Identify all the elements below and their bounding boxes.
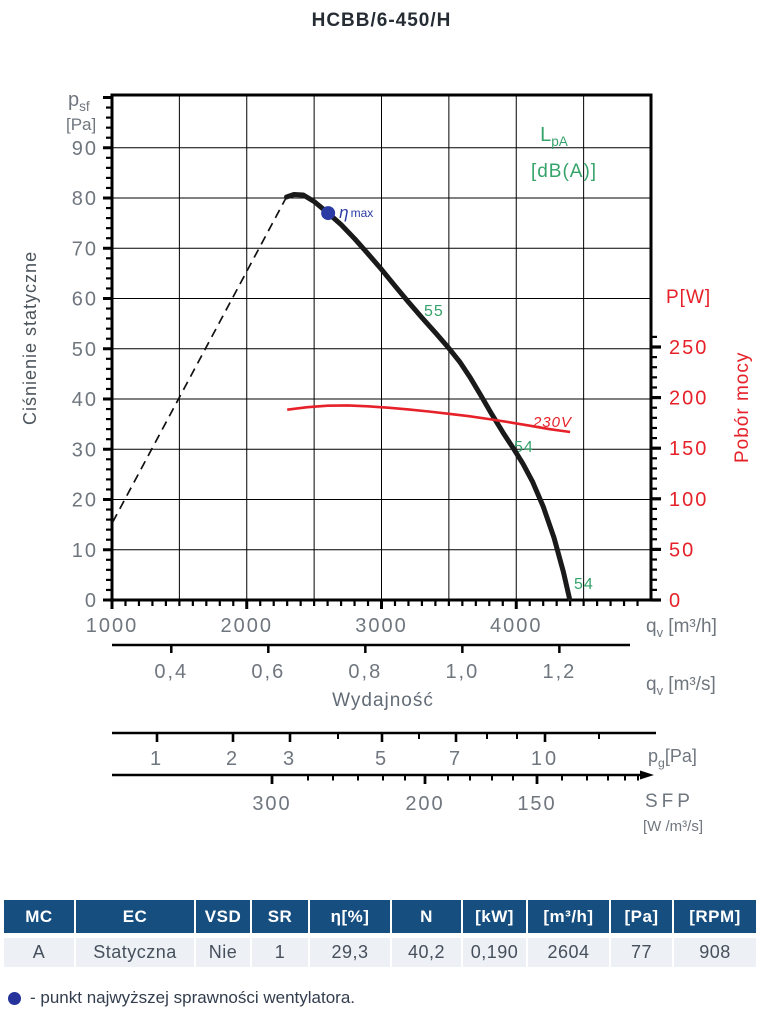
power-curve-label: 230V xyxy=(532,414,573,431)
sfp-arrow-icon xyxy=(640,770,654,780)
y-tick-label: 10 xyxy=(72,540,98,562)
table-cell-0: A xyxy=(4,938,74,967)
flow-ms-unit: qv [m³/s] xyxy=(646,674,716,698)
y-tick-label: 40 xyxy=(72,389,98,411)
y2-tick-label: 50 xyxy=(669,539,695,561)
y-tick-label: 80 xyxy=(72,188,98,210)
bep-footnote: - punkt najwyższej sprawności wentylator… xyxy=(8,988,355,1008)
table-header-2: VSD xyxy=(196,900,250,933)
sfp-tick-label: 200 xyxy=(405,793,444,815)
table-cell-8: 77 xyxy=(611,938,672,967)
flow-axis-title: Wydajność xyxy=(332,690,434,711)
y2-tick-label: 250 xyxy=(669,337,708,359)
table-cell-9: 908 xyxy=(674,938,756,967)
table-cell-2: Nie xyxy=(196,938,250,967)
x-tick-label: 4000 xyxy=(490,615,543,637)
fan-data-table: MC EC VSD SR η[%] N [kW] [m³/h] [Pa] [RPM] A Statyc… xyxy=(4,900,756,967)
y-tick-label: 60 xyxy=(72,289,98,311)
y-axis-symbol: psf xyxy=(68,89,90,114)
table-cell-5: 40,2 xyxy=(392,938,461,967)
flow-ms-tick-label: 1,0 xyxy=(445,661,479,683)
power-curve xyxy=(287,404,571,434)
table-header-1: EC xyxy=(76,900,194,933)
bep-label: η max xyxy=(339,203,373,222)
noise-level-label: 54 xyxy=(574,576,594,593)
y2-tick-label: 0 xyxy=(669,590,682,612)
flow-ms-tick-label: 0,4 xyxy=(154,661,188,683)
pressure-curve-dashed xyxy=(111,196,288,523)
table-header-9: [RPM] xyxy=(674,900,756,933)
noise-unit: [dB(A)] xyxy=(531,161,597,182)
y2-axis-label: P[W] xyxy=(666,287,711,308)
pg-tick-label: 10 xyxy=(531,748,559,770)
table-header-0: MC xyxy=(4,900,74,933)
table-header-4: η[%] xyxy=(310,900,390,933)
pg-tick-label: 2 xyxy=(226,748,240,770)
plot-border xyxy=(110,93,653,602)
page-title: HCBB/6-450/H xyxy=(311,10,452,31)
table-header-8: [Pa] xyxy=(611,900,672,933)
x-axis-unit: qv [m³/h] xyxy=(646,616,717,640)
table-header-7: [m³/h] xyxy=(528,900,609,933)
y2-tick-label: 200 xyxy=(669,388,708,410)
table-header-3: SR xyxy=(252,900,308,933)
y-tick-label: 90 xyxy=(72,138,98,160)
y-tick-label: 30 xyxy=(72,439,98,461)
flow-ms-tick-label: 0,6 xyxy=(251,661,285,683)
sfp-label: SFP xyxy=(645,791,694,812)
pg-tick-label: 1 xyxy=(150,748,164,770)
pg-tick-label: 3 xyxy=(283,748,297,770)
table-header-5: N xyxy=(392,900,461,933)
bep-footnote-text: - punkt najwyższej sprawności wentylator… xyxy=(30,988,356,1007)
table-cell-3: 1 xyxy=(252,938,308,967)
pg-tick-label: 5 xyxy=(375,748,389,770)
noise-level-label: 54 xyxy=(514,439,534,456)
x-tick-label: 2000 xyxy=(221,615,274,637)
table-cell-6: 0,190 xyxy=(463,938,526,967)
y-axis-title: Ciśnienie statyczne xyxy=(20,251,40,425)
table-cell-1: Statyczna xyxy=(76,938,194,967)
noise-level-label: 55 xyxy=(424,303,444,320)
y-tick-label: 70 xyxy=(72,238,98,260)
pressure-curve xyxy=(284,192,572,601)
y-axis-unit: [Pa] xyxy=(66,115,96,134)
y-tick-label: 0 xyxy=(85,590,98,612)
x-tick-label: 1000 xyxy=(86,615,139,637)
y-tick-label: 50 xyxy=(72,339,98,361)
bep-point xyxy=(321,206,336,221)
flow-ms-tick-label: 0,8 xyxy=(348,661,382,683)
table-cell-7: 2604 xyxy=(528,938,609,967)
x-tick-label: 3000 xyxy=(355,615,408,637)
y2-tick-label: 150 xyxy=(669,438,708,460)
sfp-tick-label: 150 xyxy=(517,793,556,815)
table-header-6: [kW] xyxy=(463,900,526,933)
flow-ms-tick-label: 1,2 xyxy=(542,661,576,683)
y2-tick-label: 100 xyxy=(669,489,708,511)
pg-unit: pg[Pa] xyxy=(648,746,697,770)
sfp-tick-label: 300 xyxy=(252,793,291,815)
y-tick-label: 20 xyxy=(72,490,98,512)
sfp-unit: [W /m³/s] xyxy=(643,818,703,835)
noise-header: LpA xyxy=(540,124,569,149)
pg-tick-label: 7 xyxy=(449,748,463,770)
bep-dot-icon xyxy=(8,991,21,1005)
y2-axis-title: Pobór mocy xyxy=(732,352,753,463)
table-cell-4: 29,3 xyxy=(310,938,390,967)
